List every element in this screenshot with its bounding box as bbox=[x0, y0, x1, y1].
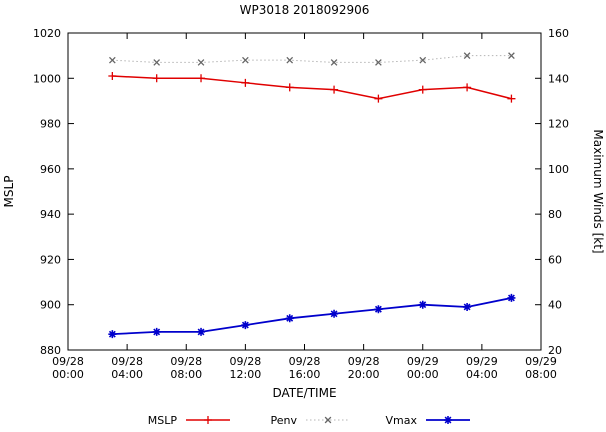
x-tick-date: 09/29 bbox=[407, 355, 439, 368]
legend-item-vmax: Vmax bbox=[386, 414, 470, 427]
asterisk-marker bbox=[374, 305, 383, 314]
series-line-vmax bbox=[112, 297, 512, 336]
cross-marker bbox=[330, 59, 338, 66]
asterisk-marker bbox=[507, 293, 516, 302]
legend-label-penv: Penv bbox=[271, 414, 298, 427]
x-tick-time: 00:00 bbox=[407, 368, 439, 381]
right-tick-label: 60 bbox=[548, 253, 562, 266]
asterisk-marker bbox=[418, 300, 427, 309]
plus-marker bbox=[197, 74, 206, 83]
plus-marker bbox=[507, 94, 516, 103]
series-penv bbox=[109, 52, 515, 66]
series-line-mslp bbox=[112, 75, 512, 100]
left-axis-label: MSLP bbox=[2, 176, 16, 208]
right-axis-label: Maximum Winds [kt] bbox=[591, 129, 605, 253]
x-tick-time: 04:00 bbox=[466, 368, 498, 381]
cross-marker bbox=[375, 59, 382, 66]
plus-marker bbox=[152, 74, 161, 83]
asterisk-marker bbox=[463, 302, 472, 311]
asterisk-marker bbox=[285, 314, 294, 323]
series-line-penv bbox=[112, 55, 512, 63]
asterisk-marker bbox=[241, 321, 250, 330]
plus-marker bbox=[241, 78, 250, 87]
right-tick-label: 40 bbox=[548, 299, 562, 312]
x-tick-time: 08:00 bbox=[525, 368, 557, 381]
left-tick-label: 960 bbox=[40, 163, 61, 176]
plus-marker bbox=[285, 83, 294, 92]
plus-marker bbox=[418, 85, 427, 94]
x-tick-time: 12:00 bbox=[230, 368, 262, 381]
asterisk-marker bbox=[444, 416, 452, 424]
x-tick-date: 09/29 bbox=[466, 355, 498, 368]
cross-marker bbox=[242, 56, 249, 64]
right-tick-label: 100 bbox=[548, 163, 569, 176]
right-tick-label: 120 bbox=[548, 118, 569, 131]
x-tick-date: 09/28 bbox=[52, 355, 84, 368]
cross-marker bbox=[419, 56, 427, 64]
plot-border bbox=[67, 32, 542, 351]
chart-title: WP3018 2018092906 bbox=[240, 3, 370, 17]
x-tick-date: 09/28 bbox=[111, 355, 143, 368]
right-tick-label: 160 bbox=[548, 27, 569, 40]
plus-marker bbox=[374, 94, 383, 103]
x-tick-date: 09/29 bbox=[525, 355, 557, 368]
plus-marker bbox=[204, 416, 212, 424]
legend-item-penv: Penv bbox=[271, 414, 350, 427]
plus-marker bbox=[330, 85, 339, 94]
cross-marker bbox=[324, 416, 332, 424]
x-tick-time: 20:00 bbox=[348, 368, 380, 381]
series-mslp bbox=[108, 72, 516, 103]
legend-item-mslp: MSLP bbox=[148, 414, 230, 427]
cross-marker bbox=[153, 59, 161, 66]
left-tick-label: 1020 bbox=[33, 27, 61, 40]
left-tick-label: 880 bbox=[40, 344, 61, 357]
x-tick-time: 08:00 bbox=[170, 368, 202, 381]
x-tick-time: 00:00 bbox=[52, 368, 84, 381]
x-tick-time: 16:00 bbox=[289, 368, 321, 381]
right-tick-label: 20 bbox=[548, 344, 562, 357]
series-vmax bbox=[108, 293, 516, 339]
cross-marker bbox=[197, 59, 205, 66]
asterisk-marker bbox=[152, 327, 161, 336]
asterisk-marker bbox=[330, 309, 339, 318]
cross-marker bbox=[508, 52, 515, 59]
legend-label-mslp: MSLP bbox=[148, 414, 178, 427]
x-axis-label: DATE/TIME bbox=[272, 386, 336, 400]
plus-marker bbox=[108, 72, 117, 81]
cross-marker bbox=[109, 56, 116, 64]
left-tick-label: 940 bbox=[40, 208, 61, 221]
asterisk-marker bbox=[197, 327, 206, 336]
x-tick-date: 09/28 bbox=[348, 355, 380, 368]
x-tick-date: 09/28 bbox=[230, 355, 262, 368]
cross-marker bbox=[463, 52, 471, 59]
asterisk-marker bbox=[108, 330, 117, 339]
legend-label-vmax: Vmax bbox=[386, 414, 418, 427]
left-tick-label: 980 bbox=[40, 118, 61, 131]
x-tick-time: 04:00 bbox=[111, 368, 143, 381]
right-tick-label: 80 bbox=[548, 208, 562, 221]
x-tick-date: 09/28 bbox=[170, 355, 202, 368]
x-tick-date: 09/28 bbox=[289, 355, 321, 368]
left-tick-label: 1000 bbox=[33, 72, 61, 85]
left-tick-label: 900 bbox=[40, 299, 61, 312]
cross-marker bbox=[286, 56, 294, 64]
right-tick-label: 140 bbox=[548, 72, 569, 85]
plus-marker bbox=[463, 83, 472, 92]
left-tick-label: 920 bbox=[40, 253, 61, 266]
